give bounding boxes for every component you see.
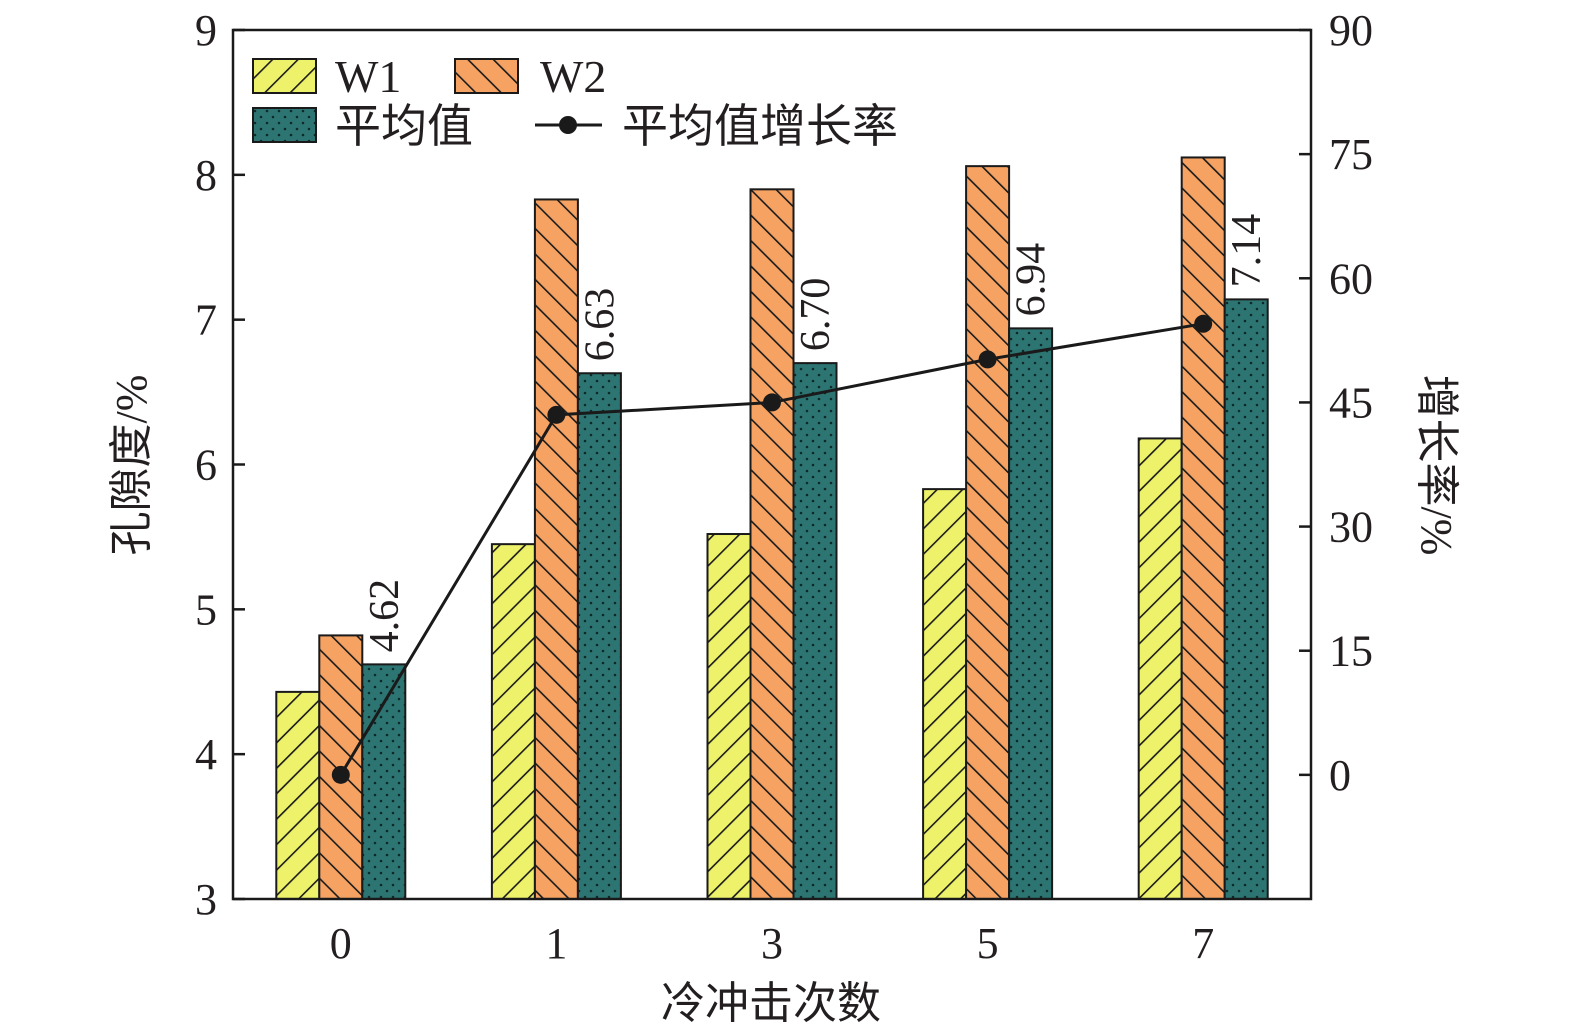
growth-rate-point-3 [763, 393, 781, 412]
legend-swatch-average [252, 107, 317, 143]
y2-tick-label-15: 15 [1329, 627, 1373, 676]
bar-平均值-3 [792, 362, 838, 901]
bar-平均值-1 [576, 372, 622, 900]
data-label-7: 7.14 [1224, 214, 1270, 288]
y2-tick-label-75: 75 [1329, 130, 1373, 179]
bar-平均值-0 [361, 663, 407, 900]
bar-W1-7 [1137, 437, 1183, 900]
growth-rate-point-1 [547, 405, 566, 424]
data-label-3: 6.70 [793, 278, 839, 352]
legend-label-average: 平均值 [335, 101, 473, 152]
bar-W2-5 [965, 165, 1011, 901]
y-axis-title: 孔隙度/% [107, 375, 156, 556]
data-label-0: 4.62 [362, 579, 408, 653]
legend-marker-growth [559, 116, 577, 134]
y2-tick-label-0: 0 [1329, 751, 1351, 800]
y2-tick-label-60: 60 [1329, 254, 1373, 303]
x-tick-label-0: 0 [330, 919, 352, 968]
bar-平均值-7 [1223, 298, 1269, 900]
x-tick-label-5: 5 [977, 919, 999, 968]
y2-tick-label-90: 90 [1329, 6, 1373, 55]
x-axis: 0 1 3 5 7 [330, 919, 1214, 968]
x-tick-label-3: 3 [761, 919, 783, 968]
left-y-axis: 3 4 5 6 7 8 9 [195, 6, 245, 924]
growth-rate-point-7 [1194, 314, 1213, 333]
data-label-5: 6.94 [1009, 243, 1055, 317]
y2-tick-label-45: 45 [1329, 378, 1373, 427]
right-y-axis: 0 15 30 45 60 75 90 [1299, 6, 1373, 800]
data-label-1: 6.63 [577, 288, 623, 362]
y-tick-label-9: 9 [195, 6, 217, 55]
bar-W1-5 [922, 488, 968, 900]
x-tick-label-7: 7 [1192, 919, 1214, 968]
x-axis-title: 冷冲击次数 [661, 979, 881, 1028]
y-tick-label-5: 5 [195, 585, 217, 634]
bar-W2-3 [749, 188, 795, 901]
x-tick-label-1: 1 [545, 919, 567, 968]
y-tick-label-8: 8 [195, 151, 217, 200]
bar-W2-7 [1180, 156, 1226, 901]
legend-label-w1: W1 [335, 51, 401, 102]
legend: W1 W2 平均值 平均值增长率 [252, 51, 898, 152]
bars-layer [275, 156, 1269, 901]
bar-W1-0 [275, 690, 321, 900]
y2-tick-label-30: 30 [1329, 503, 1373, 552]
growth-rate-point-5 [978, 350, 997, 369]
growth-line-layer [331, 314, 1213, 784]
y-tick-label-3: 3 [195, 875, 217, 924]
bar-W2-1 [533, 198, 579, 900]
y-tick-label-4: 4 [195, 730, 217, 779]
legend-swatch-w1 [252, 58, 317, 94]
legend-label-growth: 平均值增长率 [622, 101, 898, 152]
legend-swatch-w2 [454, 58, 519, 94]
growth-rate-point-0 [331, 765, 350, 784]
data-labels-layer: 4.62 6.63 6.70 6.94 7.14 [362, 214, 1270, 652]
y-tick-label-7: 7 [195, 296, 217, 345]
y2-axis-title: 增长率/% [1412, 375, 1461, 556]
bar-平均值-5 [1008, 327, 1054, 900]
legend-label-w2: W2 [540, 51, 606, 102]
bar-W1-3 [706, 533, 752, 901]
bar-W1-1 [490, 543, 536, 900]
y-tick-label-6: 6 [195, 441, 217, 490]
